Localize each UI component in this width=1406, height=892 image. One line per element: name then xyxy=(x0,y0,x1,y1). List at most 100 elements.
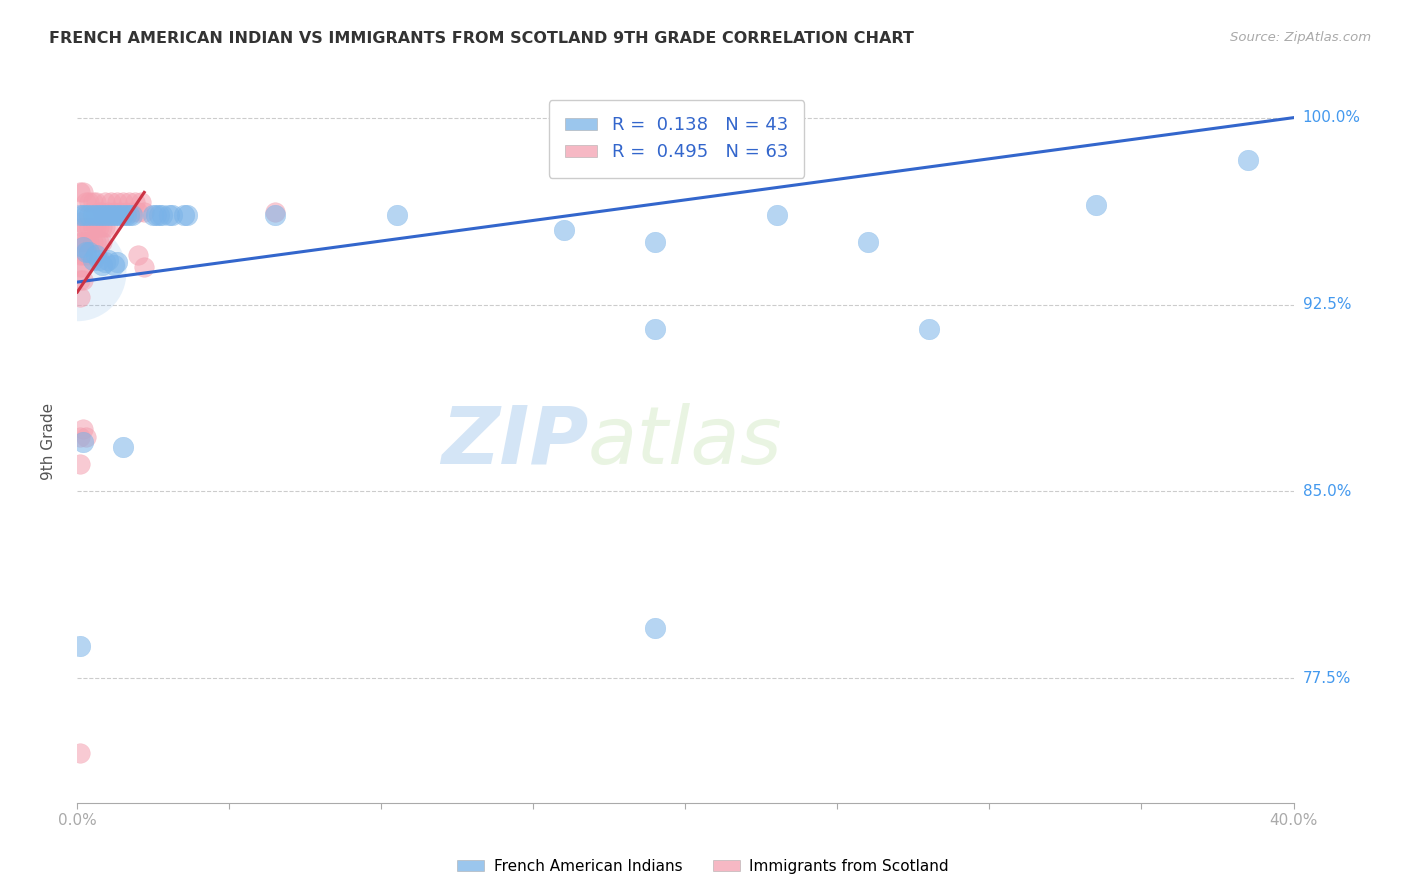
Point xyxy=(118,195,141,210)
Point xyxy=(72,186,94,200)
Point xyxy=(69,215,91,229)
Point xyxy=(129,195,152,210)
Point xyxy=(75,235,97,250)
Point xyxy=(124,195,146,210)
Point xyxy=(93,255,115,269)
Point xyxy=(87,220,110,235)
Point xyxy=(87,235,110,250)
Text: ZIP: ZIP xyxy=(440,402,588,481)
Point xyxy=(103,205,125,219)
Point xyxy=(97,220,120,235)
Point xyxy=(82,208,104,222)
Point xyxy=(69,235,91,250)
Point xyxy=(264,208,287,222)
Text: 77.5%: 77.5% xyxy=(1302,671,1351,686)
Point xyxy=(82,220,104,235)
Point xyxy=(90,205,112,219)
Point xyxy=(72,422,94,436)
Point xyxy=(75,245,97,260)
Point xyxy=(173,208,195,222)
Point xyxy=(121,205,143,219)
Point xyxy=(111,195,134,210)
Point xyxy=(72,220,94,235)
Point xyxy=(93,220,115,235)
Point xyxy=(82,252,104,267)
Point xyxy=(856,235,879,250)
Point xyxy=(90,220,112,235)
Point xyxy=(79,195,101,210)
Y-axis label: 9th Grade: 9th Grade xyxy=(42,403,56,480)
Point xyxy=(100,195,122,210)
Point xyxy=(66,265,89,279)
Point xyxy=(75,429,97,443)
Point xyxy=(93,195,115,210)
Legend: French American Indians, Immigrants from Scotland: French American Indians, Immigrants from… xyxy=(451,853,955,880)
Point xyxy=(765,208,787,222)
Point xyxy=(103,208,125,222)
Point xyxy=(90,208,112,222)
Point xyxy=(108,208,131,222)
Point xyxy=(97,205,120,219)
Point xyxy=(152,208,174,222)
Point xyxy=(100,208,122,222)
Point xyxy=(134,260,156,274)
Point xyxy=(553,223,575,237)
Point xyxy=(72,434,94,449)
Point xyxy=(127,248,149,262)
Point xyxy=(90,235,112,250)
Point xyxy=(84,220,107,235)
Text: 100.0%: 100.0% xyxy=(1302,110,1361,125)
Point xyxy=(148,208,170,222)
Point xyxy=(72,208,94,222)
Point xyxy=(644,322,666,336)
Point xyxy=(103,258,125,272)
Point xyxy=(84,195,107,210)
Point xyxy=(264,205,287,219)
Point xyxy=(75,220,97,235)
Point xyxy=(105,208,128,222)
Point xyxy=(69,248,91,262)
Point xyxy=(111,208,134,222)
Point xyxy=(69,429,91,443)
Point xyxy=(84,208,107,222)
Point xyxy=(72,240,94,254)
Point xyxy=(644,621,666,635)
Point xyxy=(72,272,94,286)
Point xyxy=(75,248,97,262)
Point xyxy=(105,255,128,269)
Point xyxy=(72,248,94,262)
Text: 85.0%: 85.0% xyxy=(1302,483,1351,499)
Point xyxy=(1084,198,1107,212)
Point xyxy=(69,186,91,200)
Point xyxy=(69,260,91,274)
Point xyxy=(84,235,107,250)
Point xyxy=(79,220,101,235)
Point xyxy=(160,208,183,222)
Point xyxy=(79,208,101,222)
Point xyxy=(111,440,134,454)
Point xyxy=(157,208,180,222)
Point xyxy=(82,235,104,250)
Point xyxy=(115,208,138,222)
Legend: R =  0.138   N = 43, R =  0.495   N = 63: R = 0.138 N = 43, R = 0.495 N = 63 xyxy=(548,100,804,178)
Point xyxy=(118,208,141,222)
Point xyxy=(142,208,165,222)
Point xyxy=(918,322,941,336)
Text: FRENCH AMERICAN INDIAN VS IMMIGRANTS FROM SCOTLAND 9TH GRADE CORRELATION CHART: FRENCH AMERICAN INDIAN VS IMMIGRANTS FRO… xyxy=(49,31,914,46)
Point xyxy=(69,457,91,471)
Point xyxy=(134,205,156,219)
Point xyxy=(176,208,198,222)
Point xyxy=(79,245,101,260)
Point xyxy=(115,205,138,219)
Point xyxy=(145,208,167,222)
Point xyxy=(69,290,91,304)
Text: atlas: atlas xyxy=(588,402,783,481)
Point xyxy=(90,258,112,272)
Point xyxy=(97,252,120,267)
Point xyxy=(644,235,666,250)
Point xyxy=(97,208,120,222)
Point xyxy=(69,639,91,653)
Point xyxy=(105,195,128,210)
Point xyxy=(87,208,110,222)
Point xyxy=(82,195,104,210)
